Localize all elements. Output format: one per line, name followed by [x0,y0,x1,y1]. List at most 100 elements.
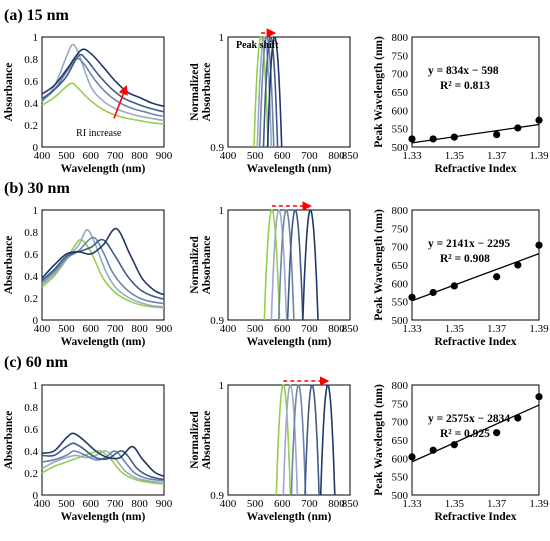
x-tick-label: 500 [58,498,75,510]
x-tick-label: 400 [34,323,51,335]
data-point [408,293,416,301]
x-tick-label: 1.35 [445,150,465,162]
absorbance-chart: 400 500 600 700 800 900 0 0.2 0.4 0.6 0.8 1 Waveleng… [3,380,173,523]
fit-chart: 1.33 1.35 1.37 1.39 500 550 600 650 700 750 800 Ref… [373,380,549,523]
y-tick-label: 1 [33,205,39,217]
x-tick-label: 800 [328,498,345,510]
y-axis-label: Absorbance [3,63,15,122]
y-tick-label: 0.4 [24,271,38,283]
data-point [493,273,501,281]
y-tick-label: 0.6 [24,249,38,261]
fit-r-squared: R² = 0.813 [440,80,490,92]
y-tick-label: 0.9 [210,142,224,154]
x-tick-label: 600 [83,150,100,162]
data-point [514,414,522,422]
x-tick-label: 600 [274,498,291,510]
absorbance-frame [41,36,165,148]
series-line [41,57,165,117]
x-tick-label: 600 [83,498,100,510]
x-tick-label: 850 [342,498,359,510]
fit-equation: y = 834x − 598 [428,65,499,77]
x-tick-label: 900 [156,150,173,162]
y-axis-label-line1: Normalized [189,63,201,121]
y-axis-label-line2: Absorbance [201,411,213,470]
data-point [408,453,416,461]
y-tick-label: 500 [392,315,409,327]
normalized-peak-line [304,384,320,496]
x-tick-label: 1.37 [487,323,507,335]
y-tick-label: 550 [392,124,409,136]
x-axis-label: Wavelength (nm) [247,163,332,175]
fit-r-squared: R² = 0.925 [440,428,490,440]
y-tick-label: 600 [392,278,409,290]
y-tick-label: 0.2 [24,120,38,132]
x-tick-label: 1.37 [487,498,507,510]
x-axis-label: Refractive Index [434,163,516,175]
y-axis-label-line1: Normalized [189,411,201,469]
x-tick-label: 400 [34,498,51,510]
y-tick-label: 0 [33,142,39,154]
x-tick-label: 400 [220,498,237,510]
data-point [514,124,522,132]
x-tick-label: 700 [107,323,124,335]
series-line [41,227,165,296]
x-tick-label: 400 [220,323,237,335]
fit-chart: 1.33 1.35 1.37 1.39 500 550 600 650 700 750 800 Ref… [373,32,549,175]
y-axis-label-line1: Normalized [189,236,201,294]
series-line [41,442,165,481]
x-tick-label: 800 [328,150,345,162]
y-tick-label: 0 [33,490,39,502]
series-line [41,82,165,125]
x-axis-label: Wavelength (nm) [61,336,146,348]
fit-equation: y = 2141x − 2295 [428,238,510,250]
normalized-peak-line [277,209,295,321]
normalized-peak-line [282,384,299,496]
absorbance-chart: 400 500 600 700 800 900 0 0.2 0.4 0.6 0.8 1 Waveleng… [3,205,173,348]
x-tick-label: 1.35 [445,498,465,510]
row-label: (a) 15 nm [4,7,70,24]
x-axis-label: Refractive Index [434,336,516,348]
series-line [41,43,165,122]
fit-frame [411,384,540,496]
x-tick-label: 850 [342,150,359,162]
series-line [41,238,165,309]
y-tick-label: 750 [392,50,409,62]
y-tick-label: 0.9 [210,315,224,327]
x-axis-label: Wavelength (nm) [61,163,146,175]
x-tick-label: 500 [58,150,75,162]
fit-frame [411,209,540,321]
x-tick-label: 400 [34,150,51,162]
row-label: (b) 30 nm [4,180,70,197]
row-a-label: (a) 15 nm [4,7,70,24]
x-tick-label: 1.37 [487,150,507,162]
y-tick-label: 650 [392,435,409,447]
normalized-peak-line [302,209,319,321]
absorbance-frame [41,209,165,321]
y-tick-label: 1 [33,380,39,392]
x-axis-label: Wavelength (nm) [247,511,332,523]
x-axis-label: Refractive Index [434,511,516,523]
fit-r-squared: R² = 0.908 [440,253,490,265]
series-line [41,238,165,300]
normalized-peak-line [256,36,273,148]
x-tick-label: 700 [301,323,318,335]
fit-equation: y = 2575x − 2834 [428,413,510,425]
x-tick-label: 600 [83,323,100,335]
x-tick-label: 800 [131,498,148,510]
y-tick-label: 0.2 [24,468,38,480]
ri-increase-arrow [113,85,128,119]
x-tick-label: 700 [301,150,318,162]
y-tick-label: 550 [392,297,409,309]
x-tick-label: 400 [220,150,237,162]
data-point [450,282,458,290]
data-point [514,261,522,269]
y-tick-label: 800 [392,205,409,217]
x-tick-label: 1.33 [402,498,422,510]
series-line [41,450,165,484]
x-tick-label: 900 [156,323,173,335]
y-axis-label: Absorbance [3,236,15,295]
normalized-peak-line [286,209,304,321]
x-tick-label: 500 [247,323,264,335]
